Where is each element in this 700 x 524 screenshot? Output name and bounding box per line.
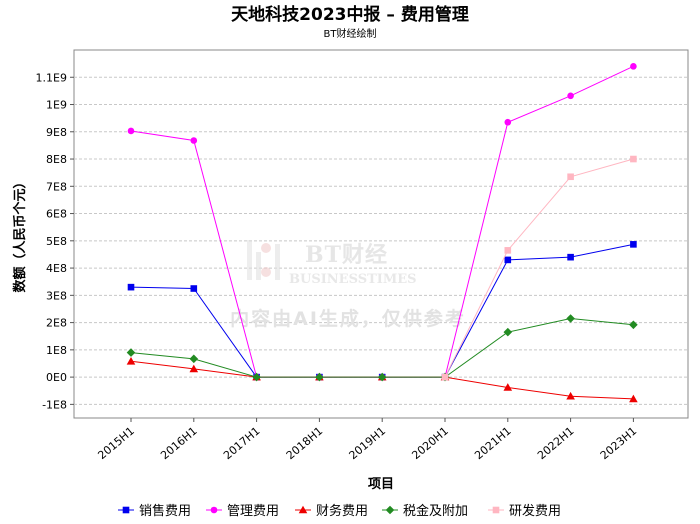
y-tick-label: 1.1E9 [36, 71, 67, 84]
data-point [567, 253, 574, 261]
y-tick-label: -1E8 [42, 398, 67, 411]
data-point [189, 364, 199, 373]
data-point [567, 92, 574, 100]
data-point [630, 155, 637, 163]
y-tick-label: 5E8 [46, 235, 67, 248]
data-point [126, 348, 136, 357]
chart-subtitle: BT财经绘制 [324, 27, 377, 40]
data-point [190, 285, 198, 292]
y-tick-label: 0E0 [46, 371, 67, 384]
watermark-english: BUSINESSTIMES [289, 272, 417, 287]
legend-marker [122, 506, 130, 514]
y-tick-label: 1E9 [46, 99, 67, 112]
legend-label: 税金及附加 [403, 503, 468, 519]
watermark-logo-icon [247, 240, 280, 280]
data-point [315, 372, 324, 382]
data-point [126, 357, 136, 365]
data-point [567, 173, 574, 181]
data-point [252, 372, 261, 382]
watermark: BT财经 BUSINESSTIMES 内容由AI生成，仅供参考 [230, 240, 466, 330]
x-tick-label: 2016H1 [158, 424, 199, 462]
data-point [504, 247, 512, 254]
watermark-disclaimer: 内容由AI生成，仅供参考 [230, 307, 466, 330]
y-tick-label: 7E8 [46, 180, 67, 193]
legend-item: 财务费用 [295, 503, 368, 519]
data-point [190, 137, 198, 144]
legend-item: 销售费用 [118, 503, 191, 519]
plot-area [73, 49, 689, 419]
series-layer [126, 63, 638, 403]
legend-label: 财务费用 [316, 503, 368, 519]
x-tick-label: 2020H1 [409, 424, 450, 462]
legend-item: 研发费用 [488, 503, 561, 519]
data-point [503, 327, 513, 337]
chart-title: 天地科技2023中报 – 费用管理 [231, 4, 469, 25]
series-line [444, 158, 634, 378]
x-axis-ticks: 2015H1 2016H1 2017H1 2018H1 2019H1 2020H1 2021… [95, 418, 639, 462]
data-point [503, 383, 513, 391]
y-tick-label: 9E8 [46, 126, 67, 139]
legend-label: 管理费用 [227, 504, 279, 519]
legend-item: 税金及附加 [382, 503, 468, 519]
y-tick-label: 2E8 [46, 317, 67, 330]
data-point [629, 394, 638, 403]
legend-label: 销售费用 [139, 503, 191, 519]
legend-marker [210, 506, 218, 514]
data-point [189, 354, 199, 364]
legend-marker [385, 505, 395, 515]
data-point [630, 241, 637, 248]
y-tick-label: 6E8 [46, 208, 67, 221]
data-point [441, 373, 449, 381]
x-tick-label: 2021H1 [472, 424, 513, 462]
legend-label: 研发费用 [509, 503, 561, 519]
x-tick-label: 2019H1 [347, 424, 388, 462]
legend-marker [298, 505, 308, 514]
series-5 [441, 155, 637, 381]
data-point [377, 372, 387, 382]
gridlines [74, 76, 688, 405]
data-point [566, 391, 575, 400]
data-point [566, 314, 575, 323]
series-4 [126, 314, 638, 382]
y-axis-label: 数额（人民币个元） [12, 175, 28, 292]
legend-marker [492, 506, 500, 514]
y-tick-label: 3E8 [46, 289, 67, 302]
x-tick-label: 2023H1 [598, 424, 639, 462]
y-tick-label: 8E8 [46, 153, 67, 166]
x-tick-label: 2015H1 [95, 424, 136, 462]
y-tick-label: 4E8 [46, 262, 67, 275]
data-point [127, 283, 135, 291]
data-point [504, 256, 512, 264]
data-point [504, 118, 512, 126]
x-tick-label: 2022H1 [535, 424, 576, 462]
x-tick-label: 2018H1 [284, 424, 325, 462]
data-point [629, 320, 638, 330]
x-tick-label: 2017H1 [221, 424, 262, 462]
x-axis-label: 项目 [368, 477, 394, 492]
data-point [630, 63, 637, 70]
legend-item: 管理费用 [206, 504, 279, 519]
legend: 销售费用 管理费用 财务费用 税金及附加 研发费用 [118, 503, 561, 519]
data-point [127, 127, 135, 135]
watermark-brand: BT财经 [305, 242, 388, 268]
y-tick-label: 1E8 [46, 344, 67, 357]
y-axis-ticks: -1E8 0E0 1E8 2E8 3E8 4E8 5E8 6E8 7E8 8E8 9E8 1E9 1.1… [36, 71, 74, 411]
